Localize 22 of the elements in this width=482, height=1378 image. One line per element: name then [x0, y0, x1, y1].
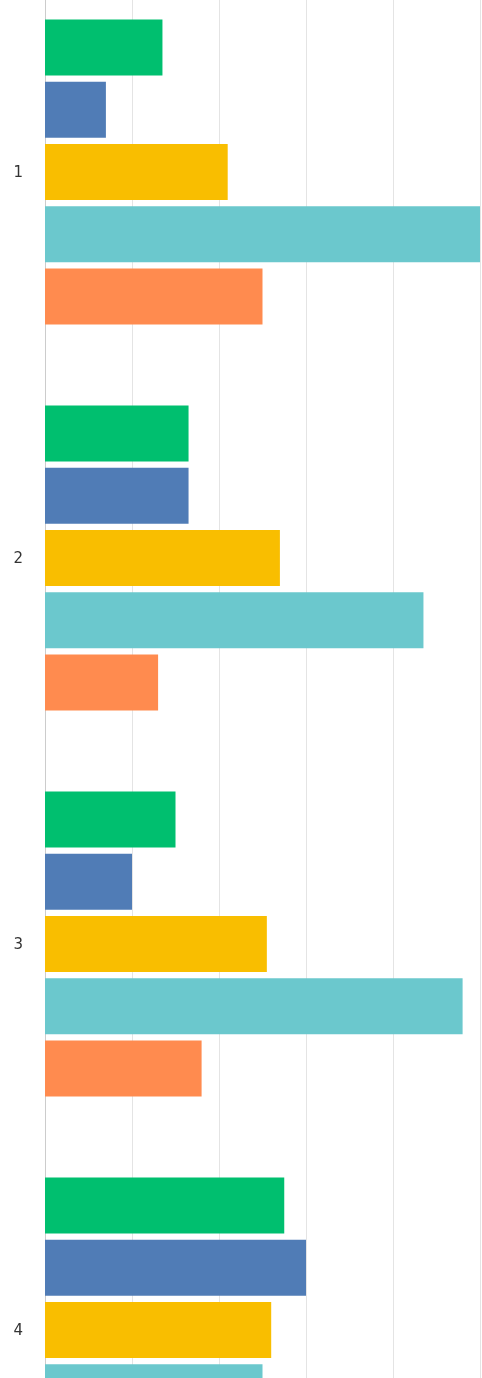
bar: [45, 1239, 306, 1296]
y-tick-label: 3: [13, 935, 23, 953]
bar: [45, 529, 280, 587]
bar: [45, 654, 159, 711]
bar: [45, 1301, 272, 1359]
bar: [45, 1177, 285, 1234]
bar: [45, 19, 163, 76]
bar: [45, 467, 189, 524]
bar: [45, 592, 424, 649]
bar: [45, 978, 463, 1035]
bar: [45, 268, 263, 325]
bar: [45, 81, 106, 138]
bar: [45, 915, 267, 973]
y-tick-label: 2: [13, 549, 23, 567]
bar: [45, 405, 189, 462]
bar: [45, 1040, 202, 1097]
bar: [45, 853, 132, 910]
bar: [45, 143, 228, 201]
y-tick-label: 4: [13, 1321, 23, 1339]
bar: [45, 206, 480, 263]
bar: [45, 791, 176, 848]
y-tick-label: 1: [13, 163, 23, 181]
